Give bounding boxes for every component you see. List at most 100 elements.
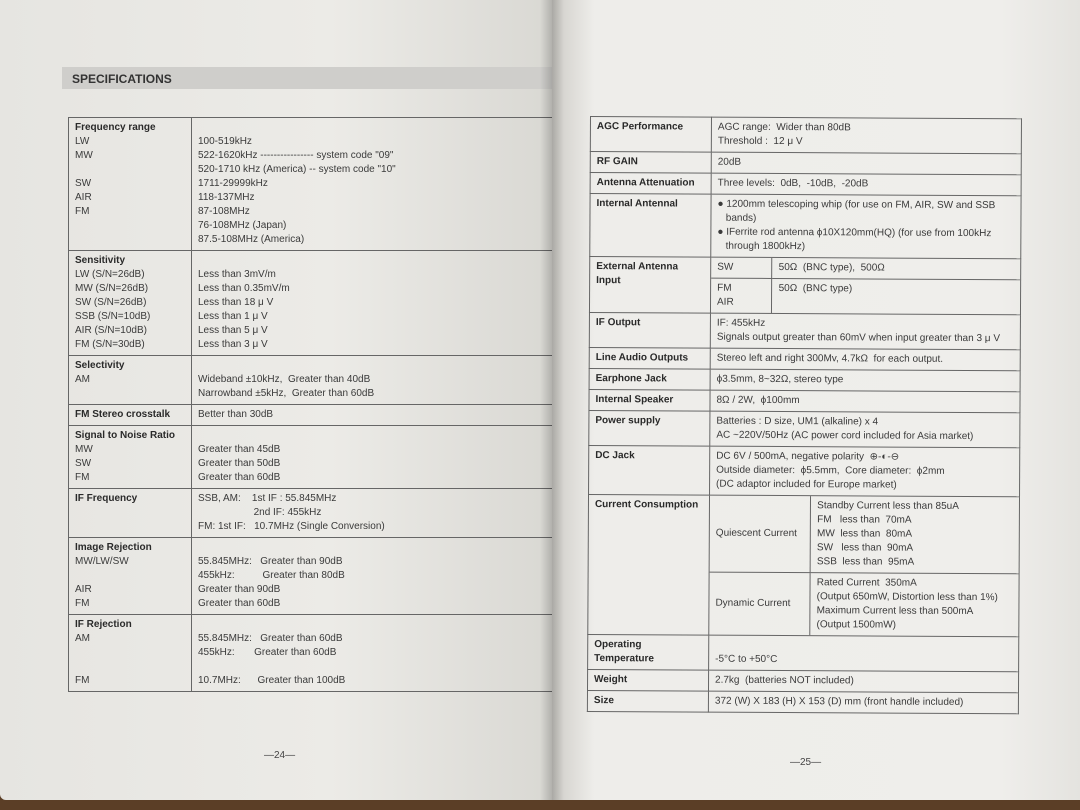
spec-row: DC Jack DC 6V / 500mA, negative polarity … [588, 445, 1020, 497]
spec-sublabel [75, 219, 185, 233]
spec-row: External Antenna Input SW 50Ω (BNC type), … [589, 256, 1021, 315]
spec-subvalue: Standby Current less than 85uA FM less th… [810, 496, 1020, 574]
left-page: SPECIFICATIONS Frequency range LW MW SW AIR F… [0, 0, 558, 800]
spec-subvalue: 50Ω (BNC type) [772, 278, 1020, 314]
spec-heading: Weight [594, 674, 628, 686]
spec-heading: Size [593, 695, 614, 707]
spec-sublabel [75, 660, 185, 674]
spec-sublabel: Dynamic Current [709, 572, 811, 636]
spec-value: Greater than 60dB [198, 598, 281, 609]
spec-value-cell: 100-519kHz 522-1620kHz ---------------- s… [191, 117, 558, 251]
spec-value: 1711-29999kHz [198, 178, 268, 189]
spec-sublabel [75, 646, 185, 660]
spec-table-right: AGC Performance AGC range: Wider than 80d… [587, 116, 1022, 714]
spec-label-cell: IF Output [589, 312, 711, 349]
spec-value: ϕ3.5mm, 8~32Ω, stereo type [716, 373, 844, 386]
spec-row: Sensitivity LW (S/N=26dB) MW (S/N=26dB) SW … [68, 250, 558, 356]
spec-value: Narrowband ±5kHz, Greater than 60dB [198, 388, 375, 399]
spec-value: 455kHz: Greater than 80dB [198, 570, 345, 581]
spec-value: (Output 1500mW) [816, 619, 897, 631]
spec-subrow: FM AIR 50Ω (BNC type) [710, 278, 1020, 314]
spec-label-cell: FM Stereo crosstalk [68, 404, 192, 426]
spec-heading: RF GAIN [596, 156, 638, 168]
spec-value: SSB, AM: 1st IF : 55.845MHz [198, 493, 337, 504]
spec-value-cell: 55.845MHz: Greater than 60dB 455kHz: Grea… [191, 614, 558, 692]
spec-value-cell: Three levels: 0dB, -10dB, -20dB [711, 173, 1022, 196]
spec-value: (DC adaptor included for Europe market) [716, 478, 897, 491]
spec-sublabel [75, 163, 185, 177]
spec-heading: IF Frequency [75, 493, 138, 504]
spec-heading: AGC Performance [596, 121, 684, 133]
spec-value: Standby Current less than 85uA [817, 500, 959, 512]
spec-label-cell: External Antenna Input [589, 256, 711, 314]
spec-label-cell: Size [587, 690, 709, 713]
spec-value: 8Ω / 2W, ϕ100mm [716, 394, 800, 407]
spec-value-cell: 372 (W) X 183 (H) X 153 (D) mm (front ha… [708, 691, 1019, 714]
spec-heading: Internal Speaker [595, 394, 674, 406]
spec-subtable: SW 50Ω (BNC type), 500Ω FM AIR 50Ω (BNC typ… [710, 257, 1021, 315]
spec-row: IF Frequency SSB, AM: 1st IF : 55.845MHz … [68, 488, 558, 538]
spec-heading: Antenna Attenuation [596, 177, 695, 189]
spec-value: bands) [717, 212, 757, 224]
spec-value-cell: 8Ω / 2W, ϕ100mm [709, 390, 1021, 413]
spec-row: Earphone Jack ϕ3.5mm, 8~32Ω, stereo type [589, 368, 1021, 392]
spec-label-cell: DC Jack [588, 445, 710, 496]
section-title: SPECIFICATIONS [72, 72, 172, 86]
spec-row: Power supply Batteries : D size, UM1 (alk… [588, 410, 1020, 448]
spec-heading: External Antenna Input [596, 261, 679, 287]
spec-value: Signals output greater than 60mV when in… [716, 331, 1001, 345]
spec-value: SSB less than 95mA [816, 556, 915, 568]
spec-value [198, 541, 551, 555]
spec-label-cell: IF Frequency [68, 488, 192, 538]
spec-value-cell: DC 6V / 500mA, negative polarity ⊕-◐-⊖ Ou… [709, 446, 1020, 497]
spec-sublabel: FM [75, 598, 90, 609]
spec-value: Less than 3 μ V [198, 339, 268, 350]
spec-value [198, 359, 551, 373]
spec-label-cell: Power supply [588, 410, 710, 447]
spec-sublabel: FM [75, 675, 90, 686]
spec-label-cell: Current Consumption [587, 494, 710, 636]
spec-sublabel: AIR [75, 192, 92, 203]
spec-row: Current Consumption Quiescent Current Stan… [587, 494, 1020, 637]
spec-value-cell: Stereo left and right 300Mv, 4.7kΩ for e… [710, 348, 1021, 371]
spec-value: IF: 455kHz [716, 317, 766, 329]
spec-table-left: Frequency range LW MW SW AIR FM 100-519kHz 522-… [68, 117, 558, 692]
spec-sublabel: LW (S/N=26dB) [75, 269, 145, 280]
spec-value-cell: SW 50Ω (BNC type), 500Ω FM AIR 50Ω (BNC typ… [710, 257, 1021, 315]
spec-row: Image Rejection MW/LW/SW AIR FM 55.845MHz: G… [68, 537, 558, 615]
spec-value: AGC range: Wider than 80dB [717, 121, 851, 134]
spec-value-cell: Better than 30dB [191, 404, 558, 426]
spec-sublabel: MW (S/N=26dB) [75, 283, 149, 294]
spec-value: 55.845MHz: Greater than 60dB [198, 633, 343, 644]
spec-row: IF Output IF: 455kHz Signals output greate… [589, 312, 1021, 350]
spec-sublabel: AIR [75, 584, 92, 595]
spec-value-cell: AGC range: Wider than 80dB Threshold : 12… [711, 117, 1022, 154]
spec-value-cell: 20dB [711, 152, 1022, 175]
spec-value-cell: ϕ3.5mm, 8~32Ω, stereo type [710, 369, 1021, 392]
spec-heading: Selectivity [75, 360, 125, 371]
spec-label-cell: Selectivity AM [68, 355, 192, 405]
spec-value: ● IFerrite rod antenna ϕ10X120mm(HQ) (fo… [717, 226, 992, 240]
spec-sublabel: LW [75, 136, 90, 147]
spec-heading: IF Output [595, 317, 641, 329]
spec-heading: DC Jack [595, 450, 635, 462]
spec-value: Rated Current 350mA [816, 577, 917, 589]
spec-value: MW less than 80mA [816, 528, 913, 540]
spec-sublabel: SW [75, 178, 92, 189]
spec-value: Less than 1 μ V [198, 311, 268, 322]
spec-label-cell: Frequency range LW MW SW AIR FM [68, 117, 192, 251]
spec-row: Internal Speaker 8Ω / 2W, ϕ100mm [588, 389, 1021, 413]
spec-sublabel: FM AIR [710, 278, 773, 313]
spec-label-cell: Operating Temperature [587, 634, 709, 671]
spec-row: Signal to Noise Ratio MW SW FM Greater than … [68, 425, 558, 489]
spec-value: Outside diameter: ϕ5.5mm, Core diameter:… [716, 464, 945, 477]
page-number-left: —24— [264, 750, 296, 761]
spec-value: 455kHz: Greater than 60dB [198, 647, 337, 658]
spec-heading: Frequency range [75, 122, 156, 133]
spec-value: 55.845MHz: Greater than 90dB [198, 556, 343, 567]
spec-label-cell: RF GAIN [590, 151, 712, 174]
spec-sublabel: AM [75, 374, 90, 385]
spec-heading: Earphone Jack [595, 373, 667, 385]
spec-sublabel: FM [75, 206, 90, 217]
right-page: —25— [552, 0, 1080, 800]
